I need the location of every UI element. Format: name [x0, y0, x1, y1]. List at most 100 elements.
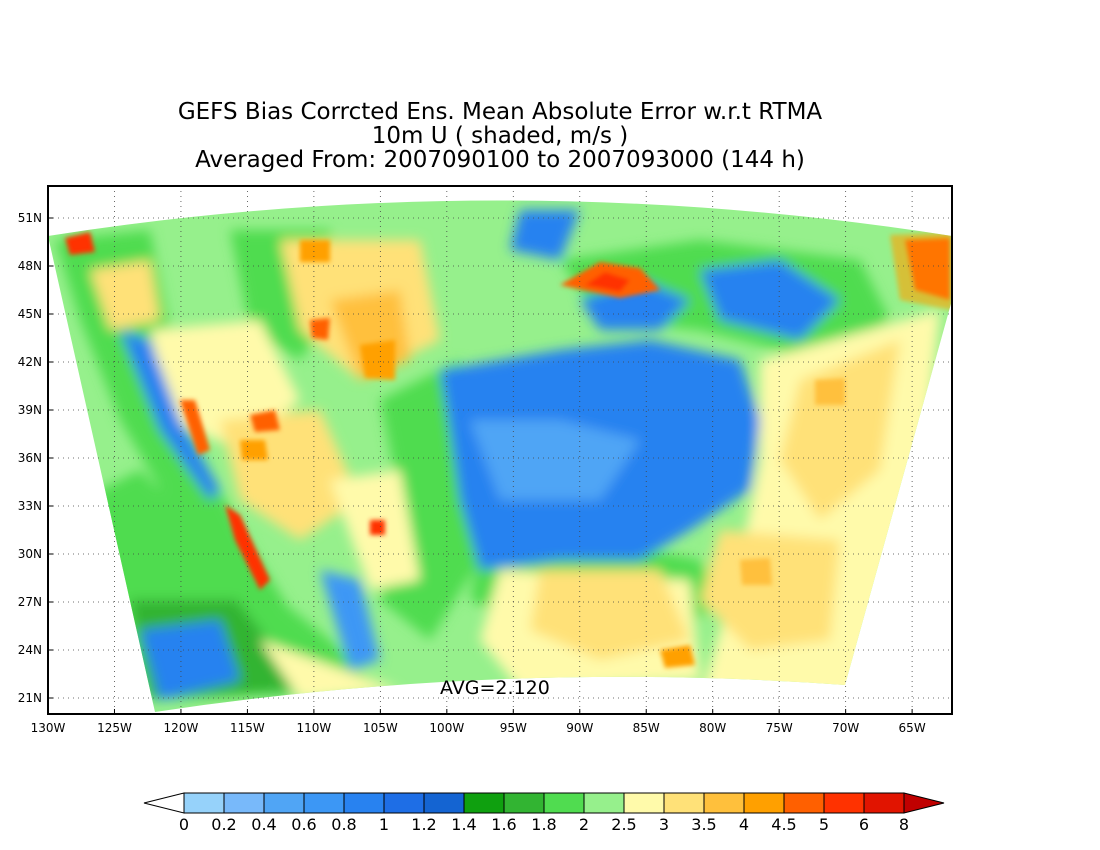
field-hotspot-ne-orange	[890, 232, 952, 310]
colorbar-box	[383, 792, 425, 814]
avg-label: AVG=2.120	[440, 677, 550, 699]
field-hotspot-atl-2	[740, 558, 772, 585]
colorbar-box	[663, 792, 705, 814]
colorbar-label: 0.6	[291, 815, 316, 834]
colorbar: 0 0.2 0.4 0.6 0.8 1 1.2 1.4 1.6 1.8 2 2.5 3 3.5 4 4.5 5 6…	[143, 792, 945, 834]
colorbar-arrow-high	[903, 792, 945, 814]
longitude-labels: 130W 125W 120W 115W 110W 105W 100W 95W 90W 85W 80W…	[31, 709, 926, 735]
field-hotspot-az	[240, 440, 268, 460]
lat-tick-label: 21N	[18, 691, 42, 705]
field-central-blue-light	[470, 420, 640, 500]
field-atlantic-orange-1	[780, 340, 900, 520]
colorbar-label: 1.8	[531, 815, 556, 834]
field-hotspot-ab	[300, 240, 330, 262]
colorbar-label: 0.2	[211, 815, 236, 834]
lon-tick-label: 80W	[699, 721, 726, 735]
lat-tick-label: 51N	[18, 211, 42, 225]
colorbar-box	[543, 792, 585, 814]
lon-tick-label: 75W	[766, 721, 793, 735]
lat-tick-label: 45N	[18, 307, 42, 321]
latitude-labels: 51N 48N 45N 42N 39N 36N 33N 30N 27N 24N 21N	[18, 211, 53, 705]
lon-tick-label: 130W	[31, 721, 66, 735]
field-gulf-orange	[530, 570, 690, 660]
title-block: GEFS Bias Corrcted Ens. Mean Absolute Er…	[0, 100, 1000, 172]
colorbar-box	[703, 792, 745, 814]
field-atlantic-orange-2	[700, 530, 840, 650]
field-northeast-blue	[700, 260, 840, 340]
lon-tick-label: 110W	[296, 721, 331, 735]
lon-tick-label: 100W	[429, 721, 464, 735]
colorbar-arrow-low	[143, 792, 185, 814]
colorbar-label: 0.8	[331, 815, 356, 834]
lon-tick-label: 70W	[832, 721, 859, 735]
field-north-blue	[510, 210, 580, 260]
lat-tick-label: 42N	[18, 355, 42, 369]
colorbar-box	[623, 792, 665, 814]
field-sw-blue	[140, 620, 240, 700]
field-hotspot-nw	[65, 232, 95, 255]
map-frame	[47, 185, 953, 715]
field-hotspot-mt	[360, 340, 395, 380]
colorbar-label: 0.4	[251, 815, 276, 834]
colorbar-label: 6	[859, 815, 869, 834]
colorbar-box	[343, 792, 385, 814]
colorbar-box	[503, 792, 545, 814]
colorbar-box	[463, 792, 505, 814]
colorbar-box	[223, 792, 265, 814]
field-westcoast-blue	[120, 330, 220, 500]
colorbar-label: 8	[899, 815, 909, 834]
title-line-3: Averaged From: 2007090100 to 2007093000 …	[195, 147, 805, 173]
lon-tick-label: 65W	[899, 721, 926, 735]
colorbar-label: 2	[579, 815, 589, 834]
colorbar-box	[303, 792, 345, 814]
colorbar-box	[863, 792, 905, 814]
lat-tick-label: 30N	[18, 547, 42, 561]
lon-tick-label: 120W	[164, 721, 199, 735]
colorbar-label: 1	[379, 815, 389, 834]
colorbar-label: 5	[819, 815, 829, 834]
lon-tick-label: 115W	[230, 721, 265, 735]
colorbar-box	[743, 792, 785, 814]
grid-lines	[48, 186, 952, 714]
field-hotspot-tx	[370, 520, 385, 535]
title-line-1: GEFS Bias Corrcted Ens. Mean Absolute Er…	[177, 99, 823, 125]
colorbar-box	[263, 792, 305, 814]
colorbar-label: 1.4	[451, 815, 476, 834]
field-hotspot-superior-core	[585, 272, 630, 292]
lat-tick-label: 36N	[18, 451, 42, 465]
colorbar-label: 2.5	[611, 815, 636, 834]
colorbar-label: 1.6	[491, 815, 516, 834]
title-line-2: 10m U ( shaded, m/s )	[371, 123, 629, 149]
field-west-orange-4	[90, 260, 160, 330]
colorbar-label: 4.5	[771, 815, 796, 834]
colorbar-box	[583, 792, 625, 814]
lat-tick-label: 24N	[18, 643, 42, 657]
field-hotspot-fl	[660, 645, 695, 668]
lat-tick-label: 48N	[18, 259, 42, 273]
field-hotspot-baja	[225, 505, 270, 590]
colorbar-label: 4	[739, 815, 749, 834]
lon-tick-label: 90W	[566, 721, 593, 735]
field-mexico-blue	[320, 570, 380, 670]
colorbar-box	[783, 792, 825, 814]
field-hotspot-nevada	[250, 410, 280, 432]
colorbar-label: 3.5	[691, 815, 716, 834]
colorbar-box	[183, 792, 225, 814]
colorbar-label: 1.2	[411, 815, 436, 834]
lon-tick-label: 85W	[633, 721, 660, 735]
field-pacific-yellow	[260, 640, 400, 700]
field-hotspot-idaho	[310, 318, 330, 340]
field-hotspot-atl-1	[815, 378, 845, 405]
field-hotspot-calif	[180, 400, 210, 455]
colorbar-box	[823, 792, 865, 814]
lat-tick-label: 39N	[18, 403, 42, 417]
lon-tick-label: 95W	[500, 721, 527, 735]
lat-tick-label: 33N	[18, 499, 42, 513]
colorbar-label: 3	[659, 815, 669, 834]
lat-tick-label: 27N	[18, 595, 42, 609]
colorbar-label: 0	[179, 815, 189, 834]
lon-tick-label: 125W	[97, 721, 132, 735]
lon-tick-label: 105W	[363, 721, 398, 735]
